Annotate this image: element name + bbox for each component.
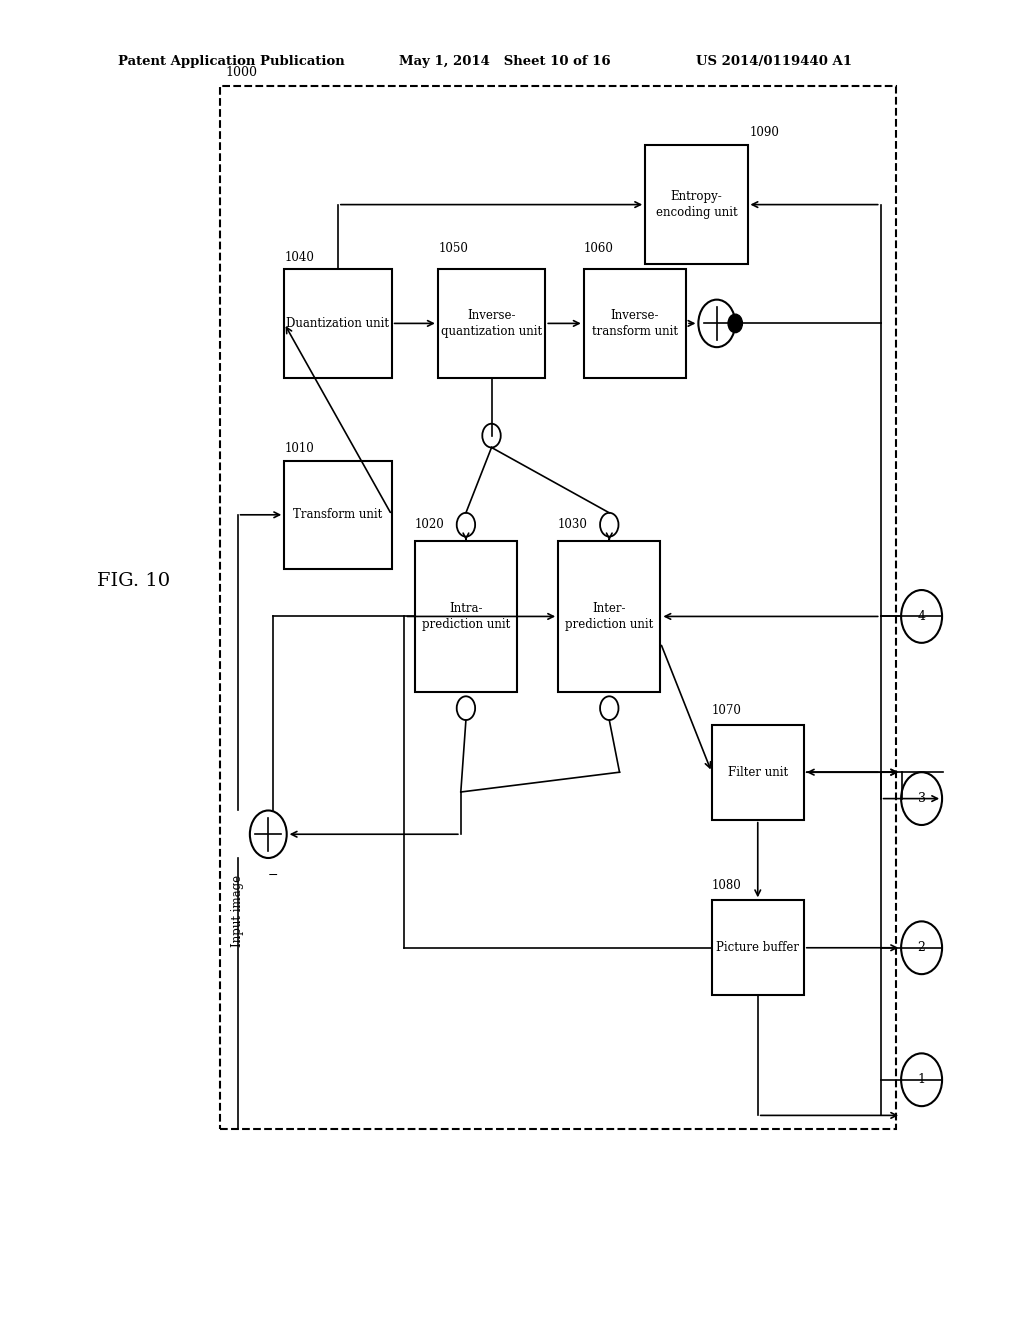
Text: 1000: 1000: [225, 66, 257, 79]
Text: May 1, 2014   Sheet 10 of 16: May 1, 2014 Sheet 10 of 16: [399, 55, 611, 69]
Text: Inverse-
transform unit: Inverse- transform unit: [592, 309, 678, 338]
Bar: [712, 900, 804, 995]
Text: US 2014/0119440 A1: US 2014/0119440 A1: [696, 55, 852, 69]
Text: Inverse-
quantization unit: Inverse- quantization unit: [441, 309, 542, 338]
Text: 1: 1: [918, 1073, 926, 1086]
Text: Inter-
prediction unit: Inter- prediction unit: [565, 602, 653, 631]
Text: Filter unit: Filter unit: [728, 766, 787, 779]
Circle shape: [728, 314, 742, 333]
Text: 1030: 1030: [558, 517, 588, 531]
Bar: [645, 145, 748, 264]
Bar: [558, 541, 660, 692]
Text: Transform unit: Transform unit: [293, 508, 383, 521]
Bar: [285, 461, 391, 569]
Text: Entropy-
encoding unit: Entropy- encoding unit: [655, 190, 737, 219]
Text: Patent Application Publication: Patent Application Publication: [118, 55, 344, 69]
Bar: [438, 269, 545, 378]
Bar: [584, 269, 686, 378]
Text: 1040: 1040: [285, 251, 314, 264]
Text: FIG. 10: FIG. 10: [97, 572, 170, 590]
Bar: [285, 269, 391, 378]
Text: 3: 3: [918, 792, 926, 805]
Text: 4: 4: [918, 610, 926, 623]
Text: 1060: 1060: [584, 242, 613, 255]
Text: Picture buffer: Picture buffer: [716, 941, 800, 954]
Bar: [712, 725, 804, 820]
Text: 2: 2: [918, 941, 926, 954]
Text: Intra-
prediction unit: Intra- prediction unit: [422, 602, 510, 631]
Text: 1010: 1010: [285, 442, 314, 455]
Text: Duantization unit: Duantization unit: [287, 317, 389, 330]
Text: Input image: Input image: [231, 875, 244, 946]
Text: 1080: 1080: [712, 879, 741, 892]
Bar: [415, 541, 517, 692]
Text: 1070: 1070: [712, 704, 741, 717]
Bar: [220, 86, 896, 1129]
Text: 1050: 1050: [438, 242, 468, 255]
Text: 1090: 1090: [750, 125, 779, 139]
Text: 1020: 1020: [415, 517, 444, 531]
Text: −: −: [268, 869, 279, 882]
